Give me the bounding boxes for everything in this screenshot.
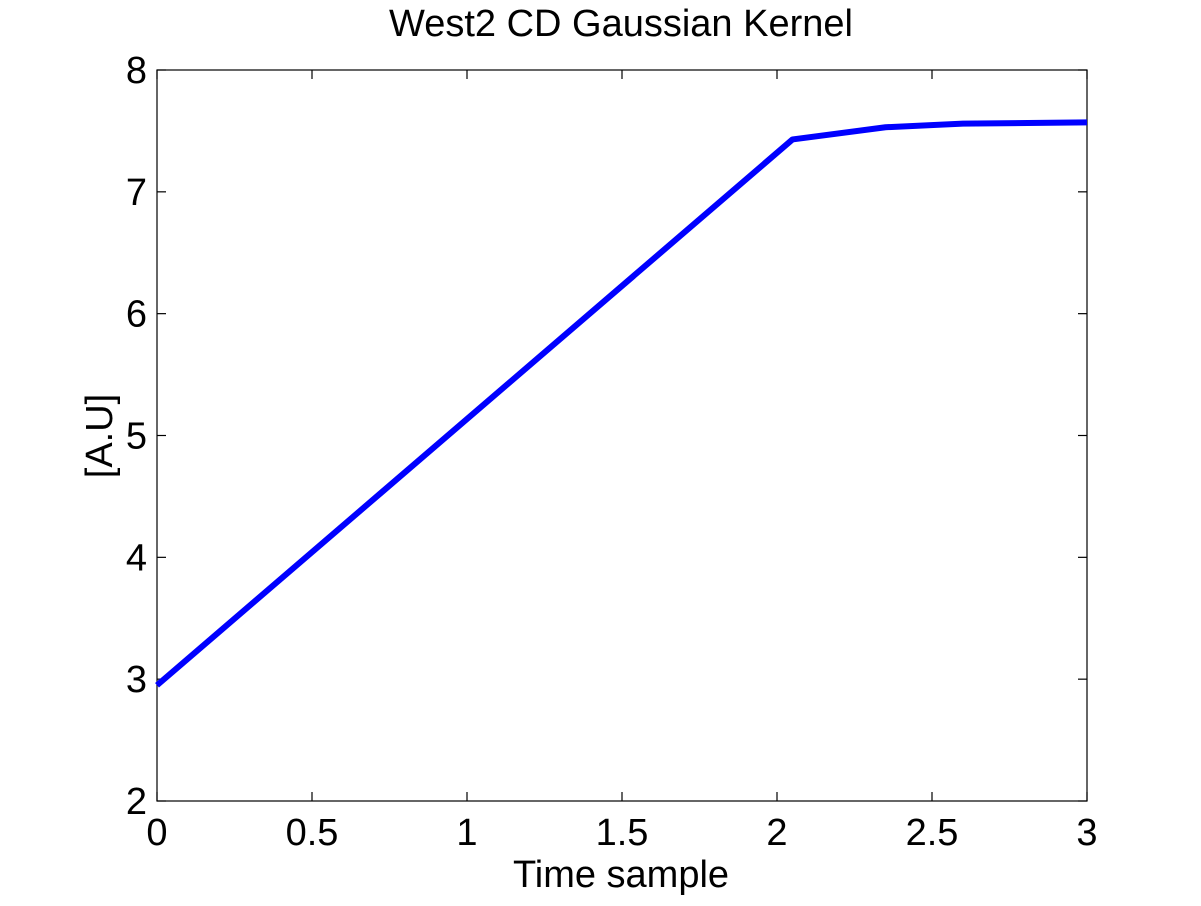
y-tick-label: 8: [126, 50, 147, 92]
x-tick-label: 0.5: [286, 812, 339, 854]
x-tick-label: 1: [456, 812, 477, 854]
x-tick-label: 2.5: [906, 812, 959, 854]
x-tick-label: 1.5: [596, 812, 649, 854]
x-tick-label: 3: [1076, 812, 1097, 854]
y-tick-label: 4: [126, 537, 147, 579]
x-axis-label: Time sample: [513, 854, 729, 896]
plot-area: 0 0.5 1 1.5 2 2.5 3 2 3 4 5 6 7 8: [126, 50, 1098, 854]
y-tick-label: 7: [126, 172, 147, 214]
y-tick-label: 2: [126, 781, 147, 823]
y-tick-label: 6: [126, 294, 147, 336]
x-tick-label: 2: [766, 812, 787, 854]
y-tick-label: 3: [126, 659, 147, 701]
x-tick-label: 0: [146, 812, 167, 854]
chart-title: West2 CD Gaussian Kernel: [389, 3, 853, 45]
plot-frame: [156, 69, 1088, 802]
y-tick-label: 5: [126, 416, 147, 458]
series-line: [155, 119, 1088, 688]
y-axis-label: [A.U]: [79, 394, 121, 478]
